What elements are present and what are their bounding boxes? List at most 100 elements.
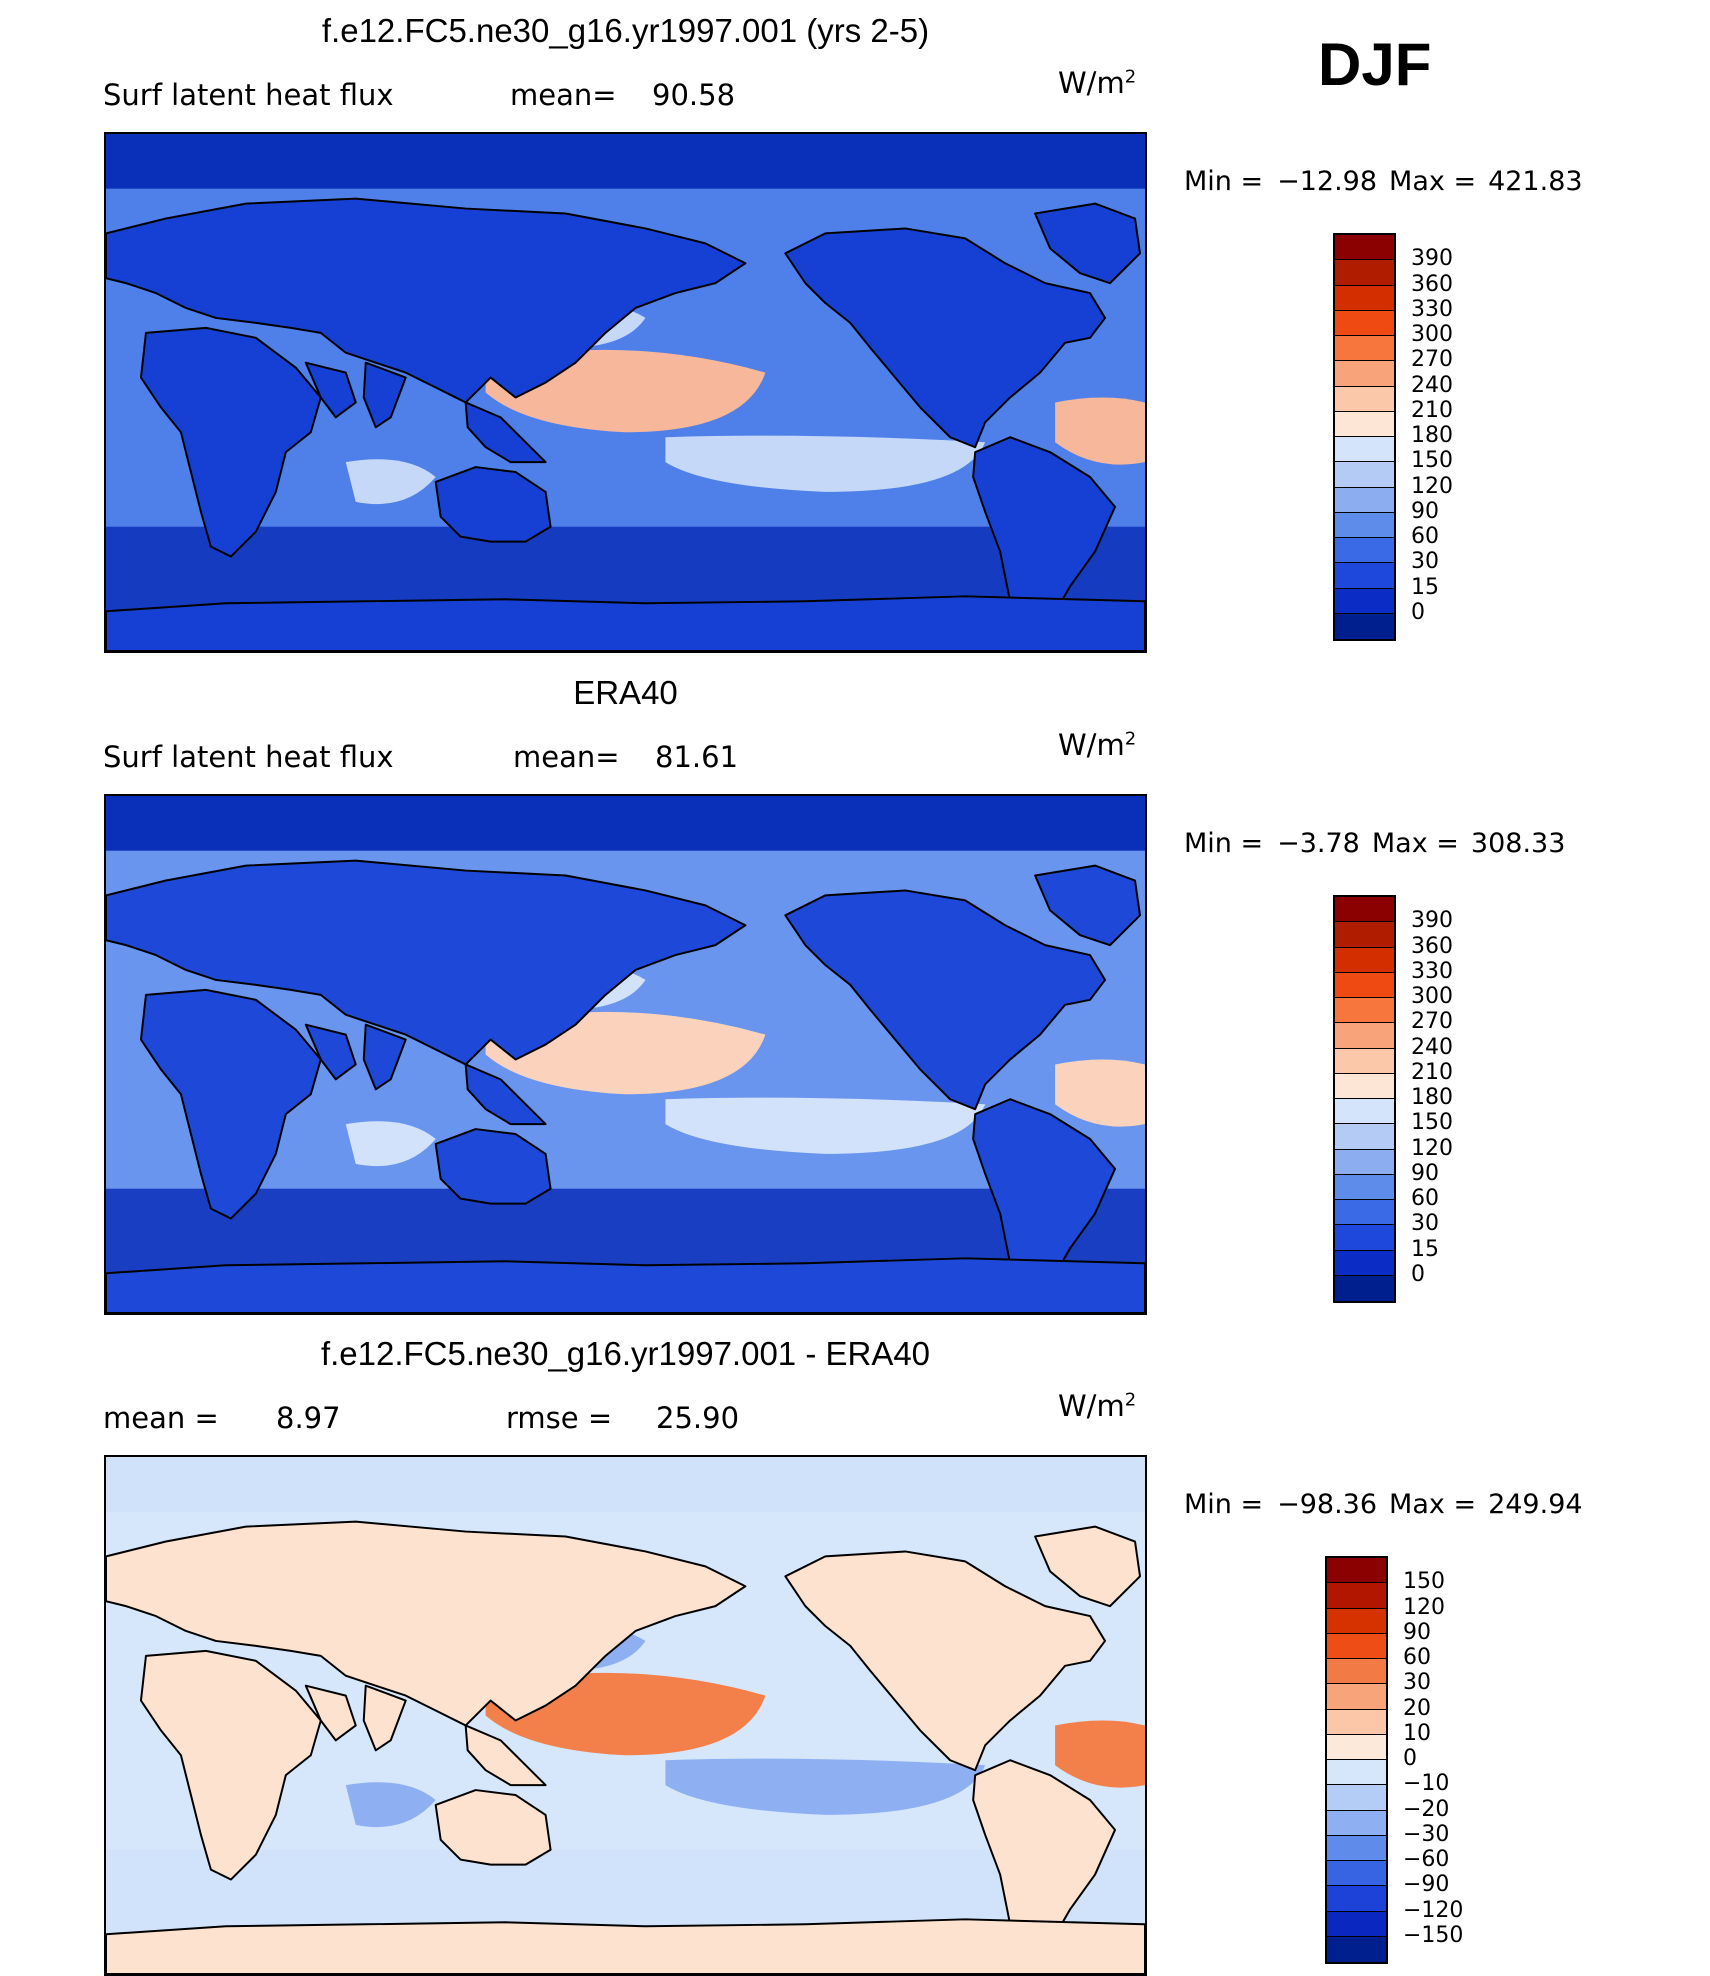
flux-region: [345, 459, 436, 505]
coastline: [139, 1649, 322, 1881]
flux-region: [345, 1782, 436, 1828]
colorbar-swatch: [1335, 998, 1394, 1024]
colorbar-label: −90: [1403, 1872, 1450, 1898]
colorbar-label: 120: [1411, 1135, 1453, 1161]
max-value: 249.94: [1488, 1489, 1583, 1520]
colorbar-label: 15: [1411, 1236, 1439, 1262]
coastline: [106, 197, 747, 404]
colorbar-label: 240: [1411, 372, 1453, 398]
colorbar-label: 60: [1411, 1186, 1439, 1211]
coastline: [139, 326, 322, 558]
colorbar-swatch: [1335, 336, 1394, 362]
colorbar-swatch: [1335, 1200, 1394, 1226]
colorbar-label: 20: [1403, 1695, 1431, 1721]
units-base: W/m: [1058, 66, 1125, 100]
variable-label: mean =: [103, 1401, 219, 1435]
min-value: −98.36: [1277, 1489, 1378, 1520]
colorbar-label: −150: [1403, 1922, 1464, 1948]
colorbar-swatch: [1335, 897, 1394, 923]
coastline: [784, 227, 1107, 449]
colorbar-swatch: [1335, 1225, 1394, 1251]
world-map: [106, 1457, 1145, 1974]
colorbar-label: 0: [1411, 1261, 1425, 1287]
season-label: DJF: [1318, 31, 1432, 98]
coastline: [304, 1684, 357, 1742]
colorbar-label: 390: [1411, 908, 1453, 934]
colorbar-swatch: [1335, 1275, 1394, 1301]
colorbar-label: 360: [1411, 271, 1453, 297]
coastline: [1034, 1525, 1142, 1608]
min-label: Min =: [1184, 828, 1264, 859]
colorbar-swatch: [1327, 1608, 1386, 1634]
coastline: [106, 595, 1145, 651]
colorbar-label: 150: [1411, 1110, 1453, 1136]
colorbar-swatch: [1335, 972, 1394, 998]
panel-title: f.e12.FC5.ne30_g16.yr1997.001 (yrs 2-5): [321, 12, 930, 49]
units-base: W/m: [1058, 728, 1125, 762]
colorbar-swatch: [1335, 538, 1394, 564]
min-max-readout: Min = −98.36 Max = 249.94: [1184, 1489, 1583, 1520]
map-panel: [104, 1455, 1147, 1976]
colorbar-swatch: [1335, 1048, 1394, 1074]
min-label: Min =: [1184, 1489, 1264, 1520]
flux-region: [345, 1121, 436, 1167]
colorbar-swatch: [1335, 260, 1394, 286]
coastline: [139, 988, 322, 1220]
colorbar-label: 270: [1411, 1009, 1453, 1035]
colorbar-swatch: [1327, 1861, 1386, 1887]
coastline: [362, 1023, 407, 1091]
colorbar-swatch: [1335, 487, 1394, 513]
colorbar-label: 150: [1411, 448, 1453, 474]
colorbar-swatch: [1327, 1583, 1386, 1609]
colorbar-swatch: [1327, 1936, 1386, 1962]
colorbar-swatch: [1327, 1709, 1386, 1735]
north-polar-band: [106, 134, 1145, 189]
coastline: [464, 1724, 547, 1787]
colorbar-label: 360: [1411, 933, 1453, 959]
colorbar-swatch: [1327, 1886, 1386, 1912]
units-exponent: 2: [1124, 66, 1137, 88]
colorbar-swatch: [1335, 1149, 1394, 1175]
world-map: [106, 134, 1145, 651]
colorbar-label: −30: [1403, 1821, 1450, 1847]
coastline: [784, 1550, 1107, 1772]
flux-region: [665, 1758, 986, 1815]
colorbar-swatch: [1327, 1558, 1386, 1584]
units-base: W/m: [1058, 1389, 1125, 1423]
rmse-label: rmse =: [506, 1401, 613, 1435]
colorbar-label: −120: [1403, 1897, 1464, 1923]
colorbar-swatch: [1335, 361, 1394, 387]
colorbar-swatch: [1335, 285, 1394, 311]
colorbar-label: 390: [1411, 246, 1453, 272]
colorbar-swatch: [1335, 462, 1394, 488]
colorbar-swatch: [1327, 1659, 1386, 1685]
colorbar-swatch: [1327, 1684, 1386, 1710]
colorbar-label: 300: [1411, 984, 1453, 1009]
colorbar-swatch: [1327, 1835, 1386, 1861]
colorbar-swatch: [1327, 1785, 1386, 1811]
colorbar-label: 30: [1411, 549, 1439, 575]
rmse-value: 25.90: [656, 1401, 740, 1435]
colorbar-label: 240: [1411, 1034, 1453, 1060]
coastline: [1034, 864, 1142, 947]
mean-value: 90.58: [652, 78, 736, 112]
flux-region: [1055, 1720, 1145, 1788]
min-value: −3.78: [1277, 828, 1360, 859]
units-label: W/m2: [1058, 66, 1136, 100]
units-label: W/m2: [1058, 1389, 1136, 1423]
flux-region: [1055, 397, 1145, 465]
units-exponent: 2: [1124, 728, 1137, 750]
colorbar-swatch: [1335, 1250, 1394, 1276]
mean-label: mean=: [510, 78, 617, 112]
coastline: [434, 466, 552, 543]
colorbar-label: 30: [1411, 1211, 1439, 1237]
colorbar-swatch: [1327, 1633, 1386, 1659]
colorbar-label: 300: [1411, 322, 1453, 347]
colorbar-swatch: [1335, 947, 1394, 973]
coastline: [304, 1023, 357, 1081]
colorbar-label: 15: [1411, 574, 1439, 600]
coastline: [304, 361, 357, 419]
colorbar-swatch: [1335, 1099, 1394, 1125]
colorbar-label: 60: [1411, 524, 1439, 549]
colorbar-swatch: [1335, 1023, 1394, 1049]
